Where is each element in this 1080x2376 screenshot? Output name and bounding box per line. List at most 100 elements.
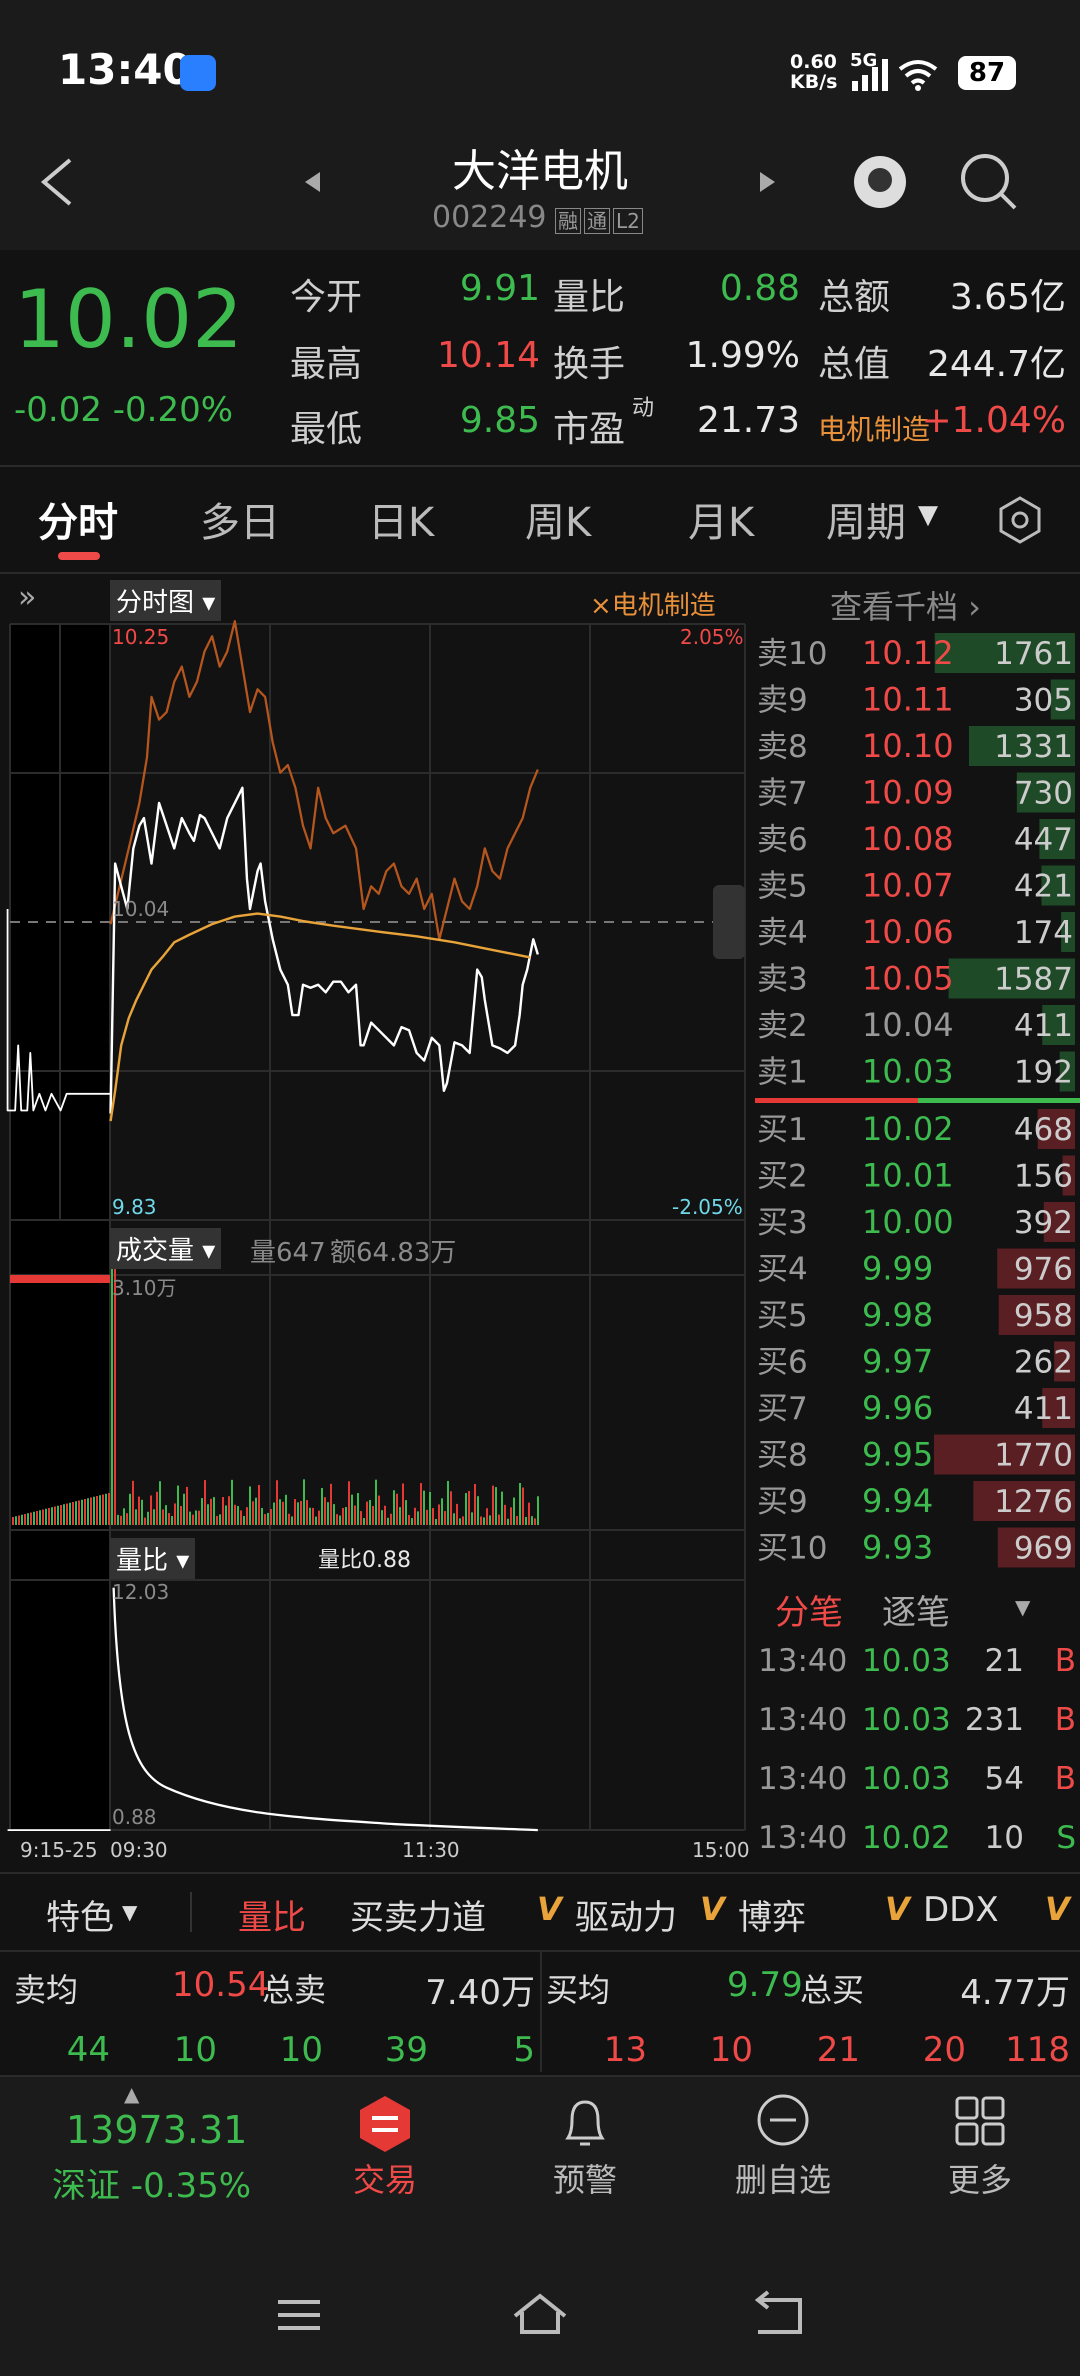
- field-value: 3.65亿: [949, 277, 1066, 318]
- volume-bar-decor: [243, 1515, 245, 1525]
- search[interactable]: [961, 154, 1009, 202]
- prev[interactable]: [305, 172, 320, 192]
- volume-bar-decor: [258, 1484, 260, 1525]
- tab[interactable]: 周期: [826, 500, 906, 546]
- trade-side: B: [1054, 1761, 1076, 1797]
- badge: 通: [584, 208, 610, 234]
- volume-bar-decor: [303, 1479, 305, 1525]
- volume-bar-decor: [126, 1513, 128, 1525]
- feature-icon: V: [537, 1890, 562, 1928]
- tab[interactable]: 日K: [368, 500, 435, 546]
- field-value: 21.73: [696, 400, 800, 441]
- ratio-selector[interactable]: 量比 ▾: [110, 1538, 196, 1579]
- nav-item[interactable]: 交易: [352, 2161, 417, 2199]
- change: -0.02 -0.20%: [14, 390, 234, 430]
- volume-bar-decor: [426, 1509, 428, 1525]
- top-bg: [0, 0, 1080, 250]
- trade-time: 13:40: [758, 1761, 848, 1797]
- volume-bar-decor: [528, 1502, 530, 1525]
- level-label: 买9: [757, 1484, 808, 1520]
- volume-bar-decor: [300, 1500, 302, 1525]
- system-nav: [278, 2290, 802, 2334]
- sector-tag[interactable]: ×电机制造: [590, 591, 716, 621]
- volume-bar: [997, 1248, 1075, 1289]
- volume-bar-decor: [285, 1494, 287, 1525]
- tab[interactable]: 月K: [688, 500, 755, 546]
- volume-bar-decor: [234, 1504, 236, 1525]
- buy-avg: 9.79: [727, 1965, 803, 2005]
- level-label: 买6: [757, 1345, 808, 1381]
- volume-bar-decor: [186, 1486, 188, 1525]
- trade-price: 10.03: [862, 1643, 951, 1679]
- volume-selector[interactable]: 成交量 ▾: [110, 1228, 222, 1269]
- volume-bar-decor: [177, 1485, 179, 1525]
- settings[interactable]: [995, 495, 1045, 545]
- volume-bar-decor: [501, 1491, 503, 1525]
- feature-tab[interactable]: DDX: [923, 1890, 999, 1930]
- level-volume: 969: [1014, 1531, 1073, 1567]
- level-label: 卖9: [757, 683, 808, 719]
- level-price: 9.95: [862, 1436, 933, 1474]
- tab[interactable]: 周K: [525, 500, 592, 546]
- next[interactable]: [760, 172, 775, 192]
- volume-bar-decor: [189, 1511, 191, 1525]
- nav-item[interactable]: 删自选: [734, 2161, 831, 2199]
- volume-bar-decor: [483, 1517, 485, 1525]
- field-label: 总额: [818, 277, 891, 318]
- level-price: 10.09: [862, 774, 954, 812]
- volume-bar-decor: [66, 1503, 68, 1525]
- nav-bg: [0, 2077, 1080, 2376]
- trade-tab[interactable]: 分笔: [775, 1593, 843, 1633]
- chart-selector[interactable]: 分时图 ▾: [110, 580, 222, 621]
- tab[interactable]: 分时: [38, 500, 118, 546]
- volume-bar-decor: [264, 1514, 266, 1525]
- intraday-chart: [6, 620, 746, 1832]
- volume-bar-decor: [75, 1501, 77, 1525]
- feature-icon: V: [885, 1890, 910, 1928]
- volume-bar: [1039, 819, 1075, 859]
- volume-bar-decor: [39, 1510, 41, 1525]
- volume-bar-decor: [450, 1491, 452, 1525]
- feature-tab[interactable]: 买卖力道: [350, 1898, 486, 1938]
- dropdown: ▼: [918, 500, 938, 530]
- level-label: 卖2: [757, 1008, 808, 1044]
- collapse[interactable]: »: [18, 580, 37, 615]
- buy-count: 10: [709, 2030, 753, 2070]
- volume-bar-decor: [321, 1488, 323, 1525]
- buy-count: 118: [1005, 2030, 1070, 2070]
- level-volume: 421: [1014, 869, 1073, 905]
- trade-tab[interactable]: 逐笔: [882, 1593, 950, 1633]
- order-book: 卖10 10.12 1761 卖9 10.11 305 卖8 10.10 1331 卖7 10.09…: [755, 633, 1080, 1568]
- volume-bar-decor: [423, 1490, 425, 1525]
- level-label: 买5: [757, 1298, 808, 1334]
- tab[interactable]: 多日: [200, 500, 280, 546]
- volume-bar-decor: [507, 1518, 509, 1525]
- net-speed: 0.60 KB/s: [790, 52, 837, 92]
- caret: ▲: [124, 2082, 140, 2106]
- volume-bar-decor: [204, 1480, 206, 1525]
- volume-bar-decor: [54, 1506, 56, 1525]
- volume-bar: [1037, 1109, 1075, 1149]
- ratio-max: 12.03: [112, 1580, 170, 1604]
- volume-bar-decor: [378, 1495, 380, 1525]
- x-label: 9:15-25: [20, 1838, 98, 1862]
- volume-bar-decor: [417, 1511, 419, 1525]
- level-label: 卖3: [757, 962, 808, 998]
- level-price: 10.11: [862, 681, 954, 719]
- feature-tab[interactable]: 驱动力: [575, 1898, 677, 1938]
- level-price: 10.02: [862, 1110, 954, 1148]
- back[interactable]: [40, 158, 72, 206]
- depth-link[interactable]: 查看千档 ›: [830, 588, 981, 626]
- volume-bar: [1041, 865, 1075, 906]
- level-label: 卖1: [757, 1055, 808, 1091]
- level-volume: 392: [1014, 1205, 1073, 1241]
- nav-item[interactable]: 预警: [552, 2161, 617, 2199]
- volume-bar-decor: [381, 1510, 383, 1525]
- nav-item[interactable]: 更多: [947, 2161, 1012, 2199]
- feature-first[interactable]: 特色: [46, 1898, 114, 1938]
- feature-tab[interactable]: 博弈: [738, 1898, 806, 1938]
- volume-max: 3.10万: [112, 1276, 177, 1300]
- level-label: 卖6: [757, 822, 808, 858]
- level-price: 9.97: [862, 1343, 933, 1381]
- feature-tab[interactable]: 量比: [238, 1898, 306, 1938]
